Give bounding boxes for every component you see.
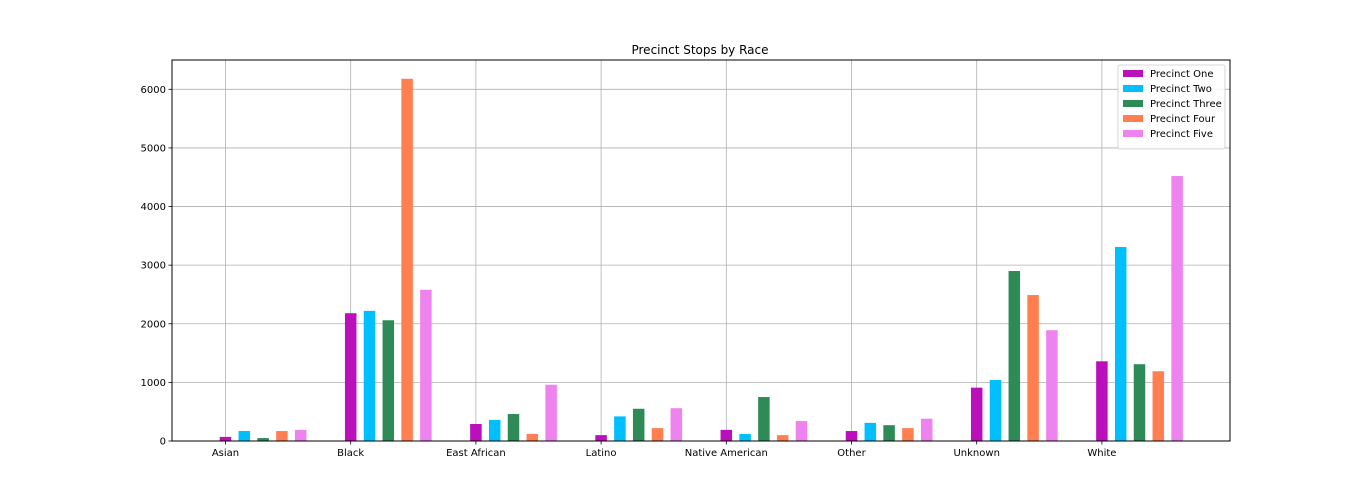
legend-label: Precinct Five — [1150, 129, 1213, 140]
bar — [1096, 361, 1108, 441]
bar — [401, 78, 413, 441]
grid-lines — [172, 60, 1230, 442]
bar — [795, 421, 808, 441]
bar — [1152, 371, 1165, 441]
bar — [507, 414, 520, 441]
bar — [488, 419, 501, 441]
bar — [883, 425, 895, 441]
bar — [632, 408, 645, 441]
bar — [864, 422, 877, 441]
bar — [294, 429, 307, 441]
x-tick-label: Unknown — [953, 448, 999, 459]
bar — [902, 428, 914, 441]
legend-label: Precinct One — [1150, 69, 1213, 80]
x-axis: Asian Black East African Latino Native Ameri… — [212, 441, 1116, 459]
bars — [219, 78, 1183, 441]
legend-label: Precinct Three — [1150, 99, 1222, 110]
bar — [845, 431, 858, 441]
bar — [526, 433, 539, 441]
bar — [989, 380, 1002, 441]
bar — [363, 310, 376, 441]
x-tick-label: Native American — [685, 448, 768, 459]
bar — [776, 435, 789, 441]
y-axis: 0 1000 2000 3000 4000 5000 6000 — [141, 85, 172, 448]
bar — [1133, 364, 1146, 441]
y-tick-label: 1000 — [141, 378, 166, 389]
x-tick-label: Black — [337, 448, 364, 459]
bar — [739, 433, 751, 441]
bar — [257, 438, 269, 441]
x-tick-label: Latino — [586, 448, 617, 459]
x-tick-label: Other — [837, 448, 866, 459]
bar — [545, 384, 557, 441]
chart-title: Precinct Stops by Race — [631, 43, 768, 57]
x-tick-label: White — [1087, 448, 1116, 459]
x-tick-label: Asian — [212, 448, 239, 459]
bar — [344, 313, 357, 441]
plot-frame — [171, 59, 1231, 442]
bar — [382, 320, 395, 441]
bar — [470, 424, 482, 441]
legend-label: Precinct Two — [1150, 84, 1212, 95]
y-tick-label: 2000 — [141, 319, 166, 330]
bar — [920, 418, 933, 441]
legend-box — [1117, 64, 1226, 150]
bar — [1027, 295, 1039, 441]
legend-label: Precinct Four — [1150, 114, 1216, 125]
legend-swatch — [1123, 100, 1143, 107]
x-tick-label: East African — [446, 448, 506, 459]
bar — [651, 428, 664, 441]
legend-swatch — [1123, 85, 1143, 92]
bar — [1046, 330, 1058, 441]
legend: Precinct One Precinct Two Precinct Three Pr… — [1117, 64, 1226, 150]
bar — [420, 289, 432, 441]
bar — [720, 429, 733, 441]
y-tick-label: 3000 — [141, 261, 166, 272]
legend-swatch — [1123, 130, 1143, 137]
bar — [238, 431, 251, 441]
bar — [670, 408, 683, 441]
bar — [595, 435, 607, 441]
bar — [758, 397, 770, 441]
bar — [970, 387, 983, 441]
legend-swatch — [1123, 70, 1143, 77]
bar — [1114, 246, 1127, 441]
bar — [276, 431, 288, 441]
y-tick-label: 4000 — [141, 202, 166, 213]
y-tick-label: 0 — [160, 437, 166, 448]
bar — [1171, 176, 1183, 441]
bar — [219, 436, 232, 441]
bar — [614, 416, 626, 441]
y-tick-label: 5000 — [141, 143, 166, 154]
legend-swatch — [1123, 115, 1143, 122]
bar — [1008, 271, 1021, 441]
y-tick-label: 6000 — [141, 85, 166, 96]
